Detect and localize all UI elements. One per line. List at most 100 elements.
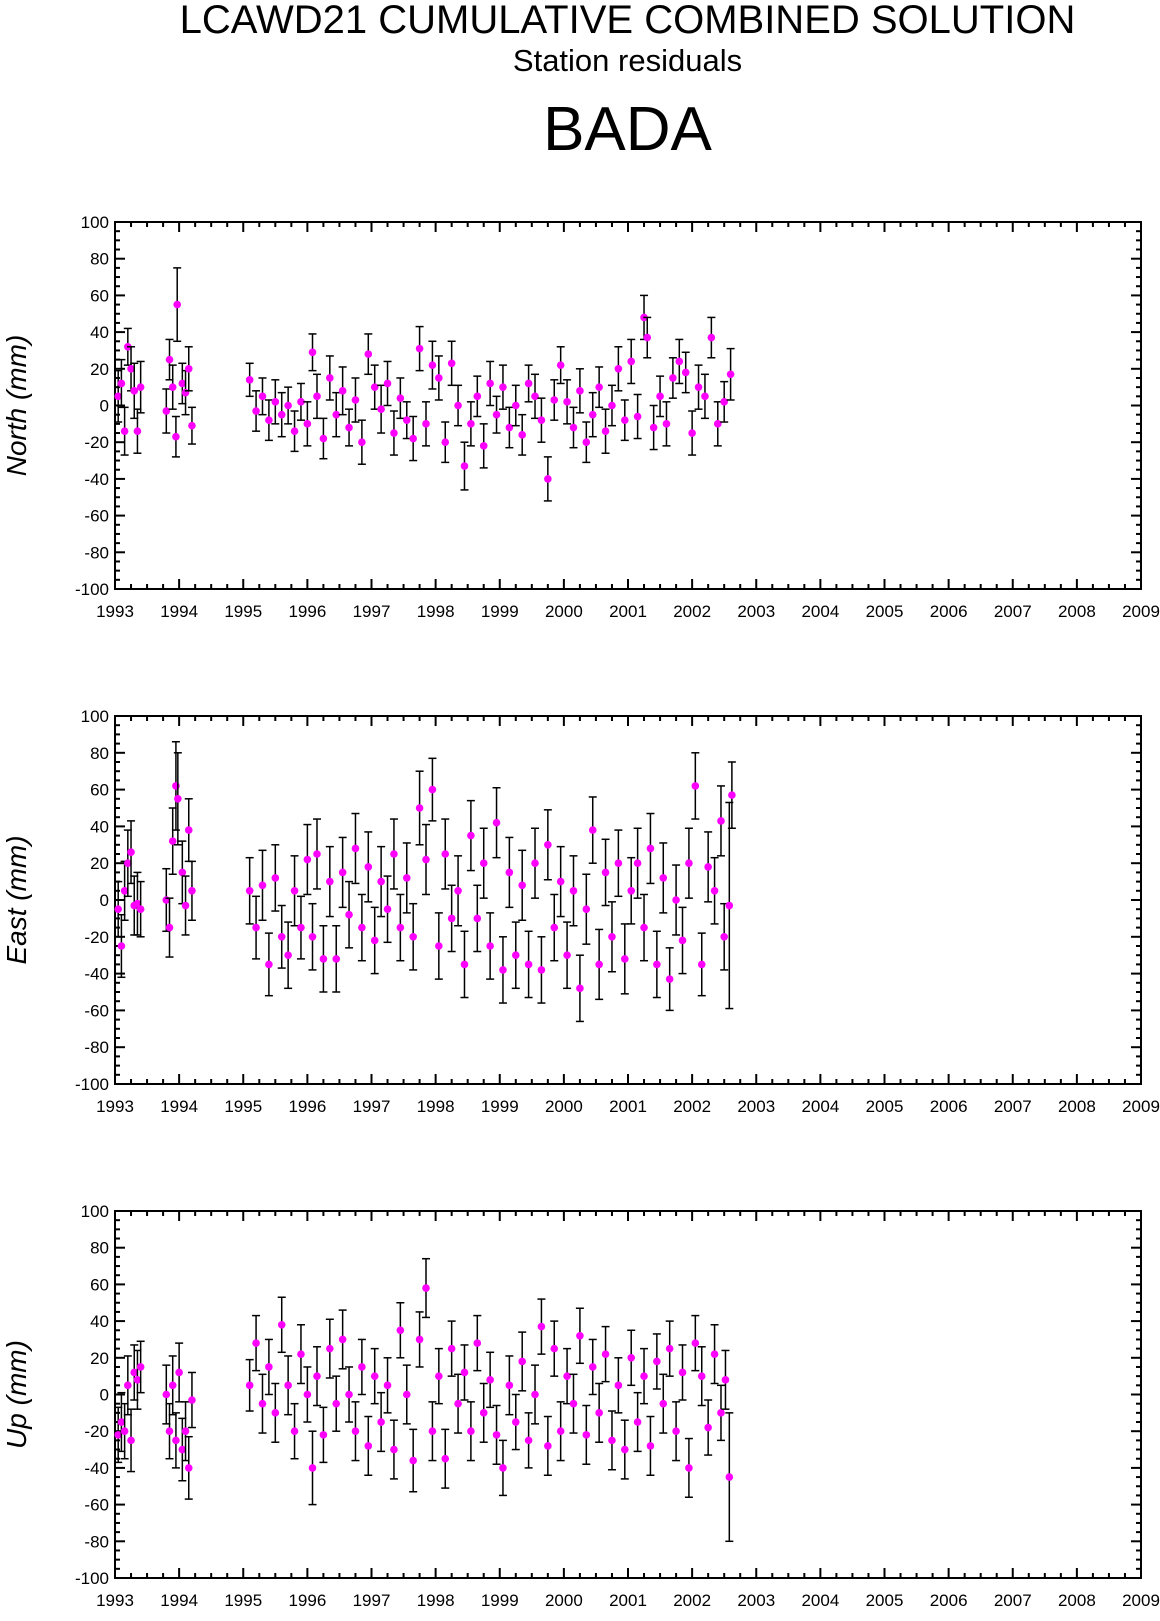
data-point — [114, 905, 123, 913]
data-point — [252, 1339, 260, 1347]
data-point — [422, 855, 430, 864]
data-point — [117, 379, 126, 388]
data-point — [284, 401, 292, 410]
y-tick-label: -80 — [84, 1038, 109, 1057]
data-point — [297, 923, 305, 932]
data-point — [162, 407, 171, 415]
data-point — [518, 1357, 526, 1366]
x-tick-label: 1996 — [288, 602, 326, 621]
data-point — [370, 383, 379, 391]
data-point — [402, 874, 411, 882]
data-point — [117, 1418, 126, 1426]
data-point — [351, 396, 360, 404]
data-point — [130, 1368, 139, 1377]
x-tick-label: 2000 — [545, 1591, 583, 1610]
data-point — [627, 1354, 636, 1362]
data-point — [479, 859, 488, 867]
east-panel: 1993 1994 1995 1996 1997 1998 1999 2000 2001 2002… — [1, 707, 1160, 1116]
data-point — [422, 1284, 430, 1292]
data-point — [245, 887, 254, 895]
y-tick-label: 60 — [90, 781, 109, 800]
x-tick-label: 2000 — [545, 602, 583, 621]
data-point — [174, 795, 182, 803]
data-point — [127, 848, 135, 856]
x-tick-label: 2006 — [930, 1591, 968, 1610]
y-tick-label: 20 — [90, 360, 109, 379]
data-point — [117, 942, 126, 950]
data-point — [556, 877, 565, 886]
data-point — [499, 383, 507, 391]
x-tick-label: 1997 — [353, 602, 391, 621]
data-point — [127, 365, 135, 373]
x-tick-label: 2009 — [1122, 602, 1160, 621]
data-point — [345, 1390, 353, 1399]
data-point — [608, 1436, 616, 1445]
data-point — [550, 923, 559, 932]
x-tick-label: 2002 — [673, 1097, 711, 1116]
y-tick-label: 0 — [100, 1386, 109, 1405]
data-point — [308, 933, 317, 941]
data-point — [633, 412, 642, 421]
data-point — [390, 850, 398, 858]
data-point — [531, 859, 539, 867]
data-point — [608, 401, 616, 410]
data-point — [653, 960, 661, 969]
up-panel: 1993 1994 1995 1996 1997 1998 1999 2000 2001 2002… — [1, 1202, 1160, 1610]
data-point — [326, 374, 334, 382]
data-point — [258, 1399, 267, 1408]
data-point — [396, 394, 405, 402]
y-tick-label: -100 — [75, 1569, 109, 1588]
data-point — [415, 1335, 424, 1344]
x-tick-label: 1998 — [417, 1097, 455, 1116]
data-point — [271, 398, 280, 406]
x-tick-label: 2003 — [737, 602, 775, 621]
data-point — [184, 826, 193, 834]
data-point — [447, 914, 456, 923]
data-point — [511, 401, 520, 410]
data-point — [544, 475, 552, 483]
data-point — [265, 1363, 273, 1371]
data-point — [582, 1431, 591, 1439]
data-point — [460, 1368, 469, 1377]
data-point — [697, 1372, 706, 1380]
data-point — [338, 1335, 347, 1344]
data-point — [694, 383, 703, 391]
data-point — [422, 420, 430, 428]
data-point — [460, 960, 469, 969]
data-point — [172, 1436, 180, 1445]
data-point — [524, 960, 533, 969]
y-tick-label: 40 — [90, 323, 109, 342]
data-point — [582, 438, 591, 447]
data-point — [415, 344, 424, 353]
data-point — [277, 1320, 286, 1329]
data-point — [659, 874, 668, 882]
data-point — [725, 901, 734, 910]
data-point — [467, 420, 475, 428]
x-tick-label: 2007 — [994, 602, 1032, 621]
chart-subtitle: Station residuals — [512, 43, 743, 78]
data-point — [721, 1376, 730, 1384]
data-point — [136, 1363, 145, 1371]
data-point — [479, 1409, 488, 1417]
data-point — [713, 420, 722, 428]
data-point — [656, 392, 664, 401]
data-point — [627, 887, 636, 895]
data-point — [633, 859, 642, 867]
y-tick-label: -20 — [84, 433, 109, 452]
data-point — [537, 966, 546, 974]
data-point — [643, 333, 652, 342]
data-point — [383, 379, 392, 388]
data-point — [265, 960, 273, 969]
data-point — [136, 383, 145, 391]
data-point — [415, 804, 424, 812]
x-tick-label: 2003 — [737, 1591, 775, 1610]
data-point — [665, 1344, 674, 1353]
data-point — [326, 877, 334, 886]
x-tick-label: 1996 — [288, 1591, 326, 1610]
data-point — [178, 868, 187, 877]
data-point — [358, 1363, 366, 1371]
data-point — [614, 859, 623, 867]
data-point — [319, 955, 328, 963]
data-point — [685, 859, 693, 867]
data-point — [245, 376, 254, 384]
